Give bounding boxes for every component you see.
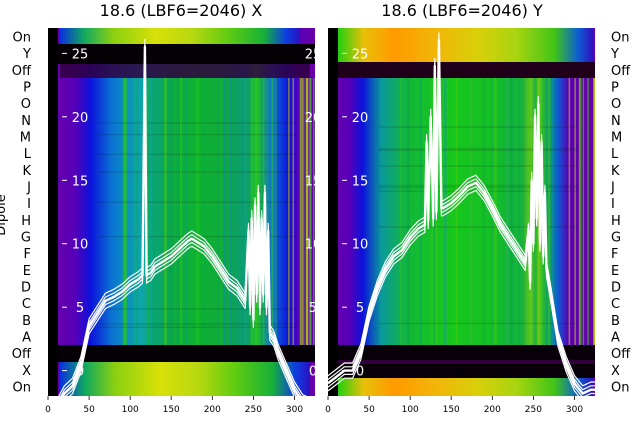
row-label-x-8: K — [22, 164, 31, 179]
panel-y-axis-ticks: 0 50 100 150 200 250 300 0 5 10 15 20 25 — [325, 47, 583, 415]
row-label-x-14: E — [23, 264, 31, 279]
x-tick-label-y-3: 150 — [443, 405, 460, 415]
y-tick-label-y-3: 15 — [352, 174, 369, 189]
row-label-x-9: J — [26, 181, 31, 196]
panel-x-title: 18.6 (LBF6=2046) X — [100, 1, 263, 20]
row-label-x-5: N — [21, 114, 31, 129]
series-trace-y-0 — [328, 39, 595, 395]
row-label-x-15: D — [21, 281, 31, 296]
row-label-x-7: L — [24, 147, 32, 162]
row-label-y-5: N — [611, 114, 621, 129]
x-tick-label-y-4: 200 — [484, 405, 501, 415]
y-tick-label-x-5: 25 — [72, 47, 89, 62]
y-tick-label-x-4: 20 — [72, 111, 89, 126]
x-tick-label-y-5: 250 — [525, 405, 542, 415]
row-label-y-4: O — [611, 97, 621, 112]
panel-x-series — [58, 38, 307, 396]
x-tick-label-x-2: 100 — [122, 405, 139, 415]
row-label-y-20: X — [611, 364, 620, 379]
x-tick-label-x-5: 250 — [245, 405, 262, 415]
row-label-y-6: M — [611, 131, 622, 146]
row-label-y-9: J — [610, 181, 615, 196]
y-tick-label-right-x-0: 0 — [309, 365, 317, 380]
x-tick-label-x-0: 0 — [45, 405, 51, 415]
row-label-x-16: C — [22, 297, 31, 312]
x-tick-label-y-1: 50 — [363, 405, 375, 415]
row-label-x-17: B — [22, 314, 31, 329]
row-label-y-12: G — [611, 231, 621, 246]
row-label-y-18: A — [611, 331, 620, 346]
row-label-x-6: M — [20, 131, 31, 146]
row-label-x-20: X — [22, 364, 31, 379]
x-tick-label-x-4: 200 — [204, 405, 221, 415]
row-label-y-21: On — [611, 381, 629, 396]
panel-y-series — [328, 32, 595, 396]
panel-y-title: 18.6 (LBF6=2046) Y — [381, 1, 543, 20]
y-tick-label-right-x-4: 20 — [305, 111, 322, 126]
row-label-y-11: H — [611, 214, 621, 229]
row-label-x-4: O — [21, 97, 31, 112]
row-label-x-21: On — [13, 381, 31, 396]
x-tick-label-y-6: 300 — [566, 405, 583, 415]
row-label-x-11: H — [21, 214, 31, 229]
y-tick-label-right-x-5: 25 — [305, 47, 322, 62]
y-tick-label-x-3: 15 — [72, 174, 89, 189]
row-label-x-19: Off — [12, 347, 32, 362]
row-label-y-17: B — [611, 314, 620, 329]
row-label-y-1: Y — [610, 47, 619, 62]
row-label-y-3: P — [611, 81, 619, 96]
row-label-x-0: On — [13, 31, 31, 46]
row-label-y-10: I — [611, 197, 615, 212]
y-tick-label-y-5: 25 — [352, 47, 369, 62]
y-tick-label-x-1: 5 — [76, 301, 84, 316]
y-axis-label: Dipole — [0, 194, 9, 235]
y-tick-label-x-2: 10 — [72, 238, 89, 253]
panel-x-heatmap — [48, 28, 315, 396]
row-label-y-14: E — [611, 264, 619, 279]
row-label-y-16: C — [611, 297, 620, 312]
row-label-x-10: I — [27, 197, 31, 212]
y-tick-label-right-x-3: 15 — [305, 174, 322, 189]
y-tick-label-y-4: 20 — [352, 111, 369, 126]
row-label-x-12: G — [21, 231, 31, 246]
row-label-x-3: P — [23, 81, 31, 96]
row-label-y-0: On — [611, 31, 629, 46]
row-label-x-13: F — [24, 247, 31, 262]
row-label-y-15: D — [611, 281, 621, 296]
x-tick-label-y-0: 0 — [325, 405, 331, 415]
y-tick-label-right-x-2: 10 — [305, 238, 322, 253]
y-tick-label-y-1: 5 — [356, 301, 364, 316]
x-tick-label-x-3: 150 — [163, 405, 180, 415]
panel-y: 18.6 (LBF6=2046) Y 0 50 100 150 200 250 300 0 5 1… — [325, 1, 631, 415]
x-tick-label-x-6: 300 — [286, 405, 303, 415]
y-tick-label-y-0: 0 — [356, 365, 364, 380]
y-tick-label-right-x-1: 5 — [309, 301, 317, 316]
row-label-y-8: K — [611, 164, 620, 179]
row-label-y-19: Off — [611, 347, 631, 362]
series-trace-x-0 — [61, 45, 301, 396]
row-label-y-13: F — [611, 247, 618, 262]
y-tick-label-y-2: 10 — [352, 238, 369, 253]
row-label-x-1: Y — [22, 47, 31, 62]
row-label-x-2: Off — [12, 64, 32, 79]
row-label-x-18: A — [22, 331, 31, 346]
x-tick-label-y-2: 100 — [402, 405, 419, 415]
row-label-y-2: Off — [611, 64, 631, 79]
x-tick-label-x-1: 50 — [83, 405, 95, 415]
row-label-y-7: L — [611, 147, 619, 162]
